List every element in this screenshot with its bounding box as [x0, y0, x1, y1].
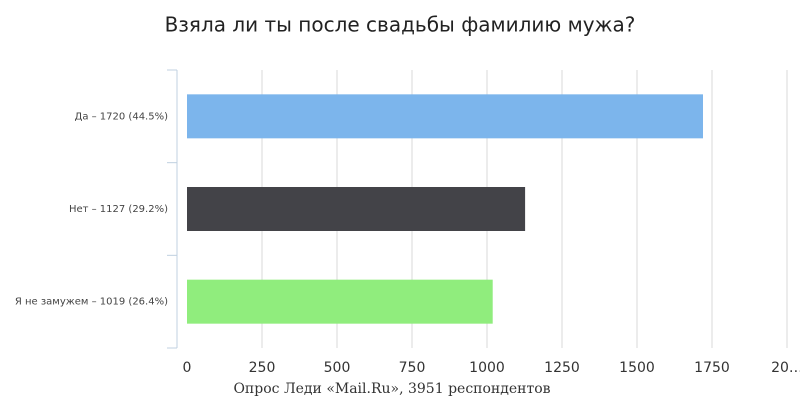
- y-tick-label: Я не замужем – 1019 (26.4%): [15, 297, 168, 308]
- x-tick-label: 750: [399, 360, 426, 376]
- bar: [187, 187, 526, 231]
- bar: [187, 94, 703, 139]
- y-tick-label: Да – 1720 (44.5%): [75, 111, 169, 122]
- x-tick-label: 1750: [694, 360, 730, 376]
- x-tick-label: 1500: [619, 360, 655, 376]
- bar: [187, 279, 493, 324]
- chart-title: Взяла ли ты после свадьбы фамилию мужа?: [165, 13, 636, 37]
- y-tick-label: Нет – 1127 (29.2%): [69, 204, 168, 215]
- chart-source: Опрос Леди «Mail.Ru», 3951 респондентов: [233, 381, 550, 397]
- x-tick-label: 20…: [771, 360, 800, 376]
- x-tick-label: 1250: [544, 360, 580, 376]
- x-tick-label: 1000: [469, 360, 505, 376]
- x-tick-label: 0: [183, 360, 192, 376]
- x-tick-label: 250: [249, 360, 276, 376]
- x-tick-label: 500: [324, 360, 351, 376]
